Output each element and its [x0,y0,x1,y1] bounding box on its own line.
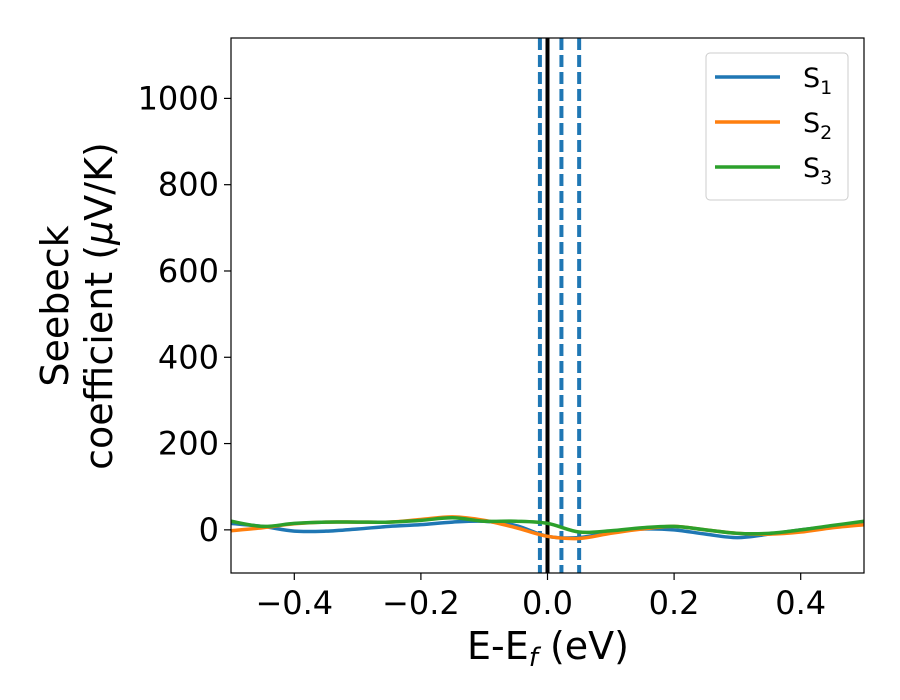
legend-label-s3: S3 [803,153,832,189]
x-tick-label: 0.4 [775,584,826,622]
x-tick-label: −0.4 [255,584,333,622]
legend-label-s2: S2 [803,108,832,144]
y-tick-label: 200 [158,425,219,463]
svg-text:Seebeck: Seebeck [33,225,77,386]
y-tick-label: 1000 [138,79,219,117]
reference-lines [537,38,582,573]
y-tick-label: 800 [158,166,219,204]
y-tick-label: 0 [199,511,219,549]
y-axis-ticks: 0 200 400 600 800 1000 [138,79,231,549]
legend: S1 S2 S3 [705,52,849,201]
y-axis-label: Seebeck coefficient (μV/K) [33,142,121,470]
series-lines [231,515,864,541]
x-tick-label: 0.2 [649,584,700,622]
x-axis-ticks: −0.4 −0.2 0.0 0.2 0.4 [255,573,826,622]
y-tick-label: 400 [158,338,219,376]
legend-box [705,52,849,201]
x-axis-label: E-Ef (eV) [467,624,629,673]
legend-label-s1: S1 [803,63,832,99]
x-tick-label: 0.0 [522,584,573,622]
series-line-s3 [231,516,864,536]
y-tick-label: 600 [158,252,219,290]
x-tick-label: −0.2 [382,584,460,622]
svg-text:coefficient (μV/K): coefficient (μV/K) [77,142,121,470]
